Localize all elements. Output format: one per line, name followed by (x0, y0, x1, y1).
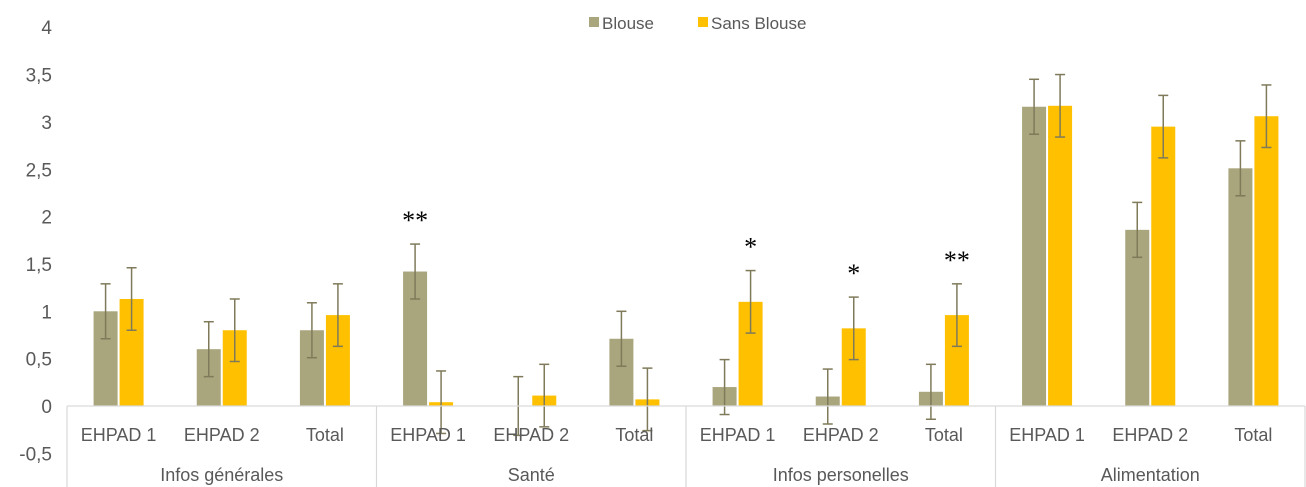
significance-marker: ** (944, 246, 970, 275)
group-label: Infos générales (160, 465, 283, 485)
x-axis: EHPAD 1 EHPAD 2 Total EHPAD 1 EHPAD 2 Total EH… (66, 405, 1306, 487)
y-tick-label: 2 (41, 208, 52, 229)
legend-swatch-blouse (589, 17, 599, 27)
y-tick-label: 1,5 (26, 255, 52, 276)
significance-marker: * (744, 233, 757, 262)
bars (93, 105, 1279, 407)
y-tick-label: 4 (41, 18, 52, 39)
category-label: EHPAD 2 (493, 425, 569, 445)
legend: Blouse Sans Blouse (589, 14, 806, 33)
bar-sans-blouse (1151, 126, 1176, 406)
category-label: Total (1234, 425, 1272, 445)
y-tick-label: 2,5 (26, 160, 52, 181)
y-tick-label: 1 (41, 302, 52, 323)
group-label: Santé (508, 465, 555, 485)
y-tick-label: 3,5 (26, 66, 52, 87)
bar-blouse (1125, 229, 1150, 406)
y-tick-label: -0,5 (19, 444, 52, 465)
category-label: EHPAD 1 (700, 425, 776, 445)
group-label: Alimentation (1101, 465, 1200, 485)
group-label: Infos personelles (773, 465, 909, 485)
y-tick-label: 3 (41, 113, 52, 134)
category-label: Total (615, 425, 653, 445)
bar-sans-blouse (1048, 105, 1073, 407)
error-bars (100, 73, 1272, 437)
category-label: EHPAD 2 (184, 425, 260, 445)
bar-blouse (1022, 106, 1047, 407)
category-label: EHPAD 1 (390, 425, 466, 445)
legend-swatch-sans-blouse (698, 17, 708, 27)
category-label: EHPAD 2 (1112, 425, 1188, 445)
legend-label-blouse: Blouse (602, 14, 654, 33)
annotations: **** ** (402, 206, 970, 288)
significance-marker: ** (402, 206, 428, 235)
y-tick-label: 0 (41, 397, 52, 418)
category-label: Total (306, 425, 344, 445)
category-label: EHPAD 1 (1009, 425, 1085, 445)
legend-label-sans-blouse: Sans Blouse (711, 14, 806, 33)
significance-marker: * (847, 259, 860, 288)
category-label: Total (925, 425, 963, 445)
y-tick-label: 0,5 (26, 350, 52, 371)
category-label: EHPAD 2 (803, 425, 879, 445)
bar-sans-blouse (1254, 116, 1279, 406)
y-axis: -0,5 0 0,5 1 1,5 2 2,5 3 3,5 4 (19, 18, 52, 465)
category-label: EHPAD 1 (81, 425, 157, 445)
bar-blouse (1228, 168, 1253, 406)
